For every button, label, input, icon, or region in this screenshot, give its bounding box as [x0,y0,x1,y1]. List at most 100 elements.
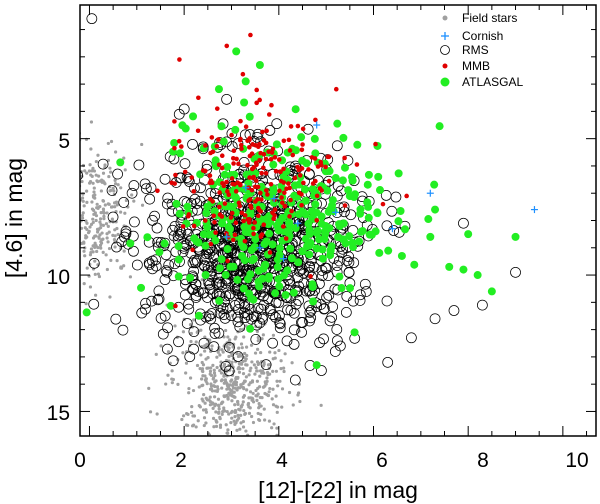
x-tick-labels: 0 2 4 6 8 10 [74,449,589,472]
field-star-point [241,381,245,386]
rms-point [206,308,218,319]
field-star-point [92,186,96,190]
rms-point [250,334,262,345]
atlasgal-point [232,47,241,56]
rms-point [199,254,211,265]
field-star-point [245,353,249,358]
atlasgal-point [326,251,335,260]
mmb-point [238,118,243,124]
rms-point [232,351,244,362]
mmb-point [196,95,201,101]
field-star-point [123,168,127,172]
field-star-point [194,425,198,429]
atlasgal-point [240,256,249,265]
atlasgal-point [166,301,175,310]
mmb-point [279,195,284,200]
field-star-point [278,379,282,383]
field-star-point [90,169,94,173]
cornish-point [256,244,264,252]
field-star-point [232,419,236,423]
mmb-point [300,126,306,132]
field-star-point [85,235,89,239]
field-star-point [109,139,114,144]
mmb-point [282,190,287,196]
field-star-point [82,240,86,244]
field-star-point [213,403,217,407]
atlasgal-point [290,181,299,190]
field-star-point [216,350,220,354]
field-star-point [200,367,205,371]
mmb-point [217,212,223,217]
mmb-point [276,157,282,162]
field-star-point [256,411,260,416]
atlasgal-point [287,254,296,263]
rms-point [381,295,393,307]
atlasgal-point [318,254,327,263]
mmb-point [264,188,269,193]
field-star-point [128,275,133,279]
atlasgal-point [445,262,454,271]
field-star-point [215,389,219,394]
mmb-point [235,180,240,185]
field-star-point [94,159,98,164]
field-star-point [267,390,271,394]
atlasgal-point [348,176,357,185]
field-star-point [276,384,280,388]
field-star-point [229,411,233,415]
field-star-point [195,363,200,368]
field-star-point [203,401,207,405]
field-star-point [262,407,266,411]
mmb-point [179,144,184,149]
mmb-point [177,57,182,62]
mmb-point [200,168,206,173]
rms-point [288,324,300,336]
mmb-point [314,193,320,199]
field-star-point [111,186,115,190]
field-star-point [92,169,97,173]
rms-point [288,339,300,350]
cornish-point [530,206,538,214]
field-star-point [239,354,243,358]
mmb-point [256,207,262,213]
field-star-point [250,414,254,419]
mmb-point [317,186,323,191]
field-star-point [101,223,106,228]
mmb-point [265,192,270,197]
rms-point [213,327,225,339]
field-star-point [212,371,217,375]
mmb-point [238,142,244,148]
field-star-point [230,360,234,364]
field-star-point [214,410,218,414]
rms-point [252,303,264,314]
mmb-point [203,143,208,148]
field-star-point [154,352,158,356]
mmb-point [214,143,220,149]
field-star-point [113,245,117,249]
field-star-point [268,350,272,354]
field-star-point [209,373,214,377]
field-star-point [185,412,189,416]
rms-point [188,343,199,355]
field-star-point [235,351,239,356]
rms-point [232,304,244,315]
field-star-point [242,335,246,339]
atlasgal-point [356,227,365,236]
y-tick-label: 10 [47,266,70,289]
atlasgal-point [284,227,293,236]
cornish-point [332,208,340,216]
mmb-point [230,181,235,187]
rms-point [140,183,152,194]
field-star-point [88,225,92,229]
field-star-point [148,410,153,414]
field-star-point [222,406,226,410]
atlasgal-point [298,247,307,256]
atlasgal-point [231,208,240,217]
field-star-point [115,259,119,263]
mmb-point [254,162,259,168]
mmb-point [342,203,348,208]
field-star-point [251,420,256,425]
atlasgal-point [137,283,146,292]
field-star-point [222,381,226,385]
rms-point [209,328,221,339]
rms-point [145,182,157,194]
